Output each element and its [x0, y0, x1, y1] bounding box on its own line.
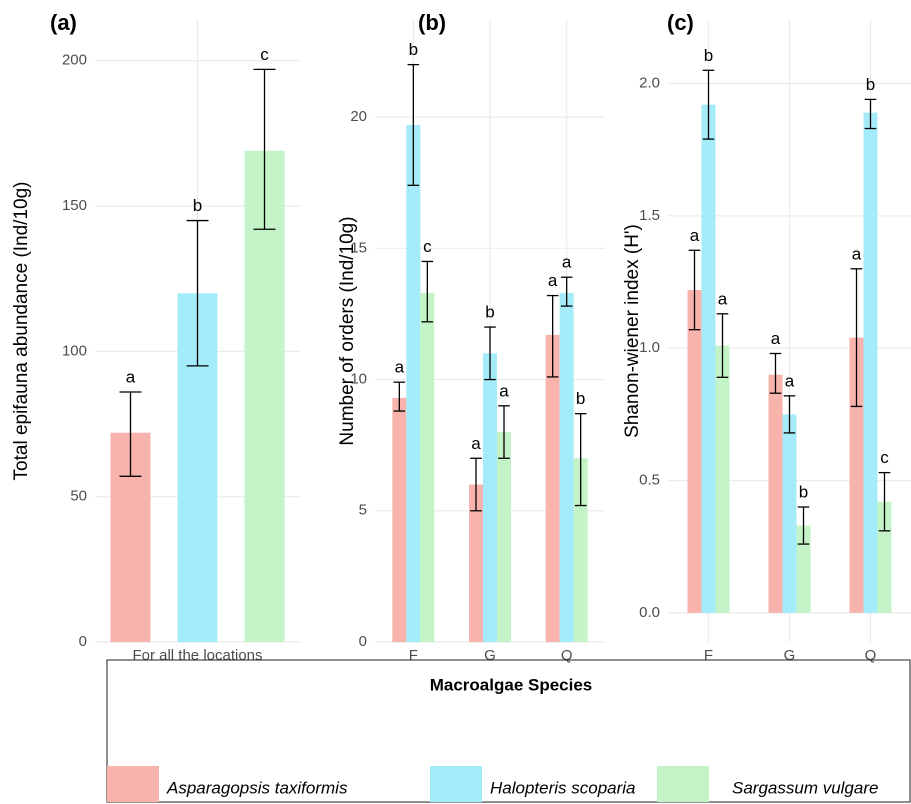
y-tick-label: 150 — [62, 197, 87, 214]
bar — [546, 335, 560, 642]
y-tick-label: 200 — [62, 52, 87, 69]
y-axis-title: Number of orders (Ind/10g) — [337, 216, 358, 445]
x-tick-label: For all the locations — [132, 647, 262, 664]
significance-letter: a — [852, 244, 862, 263]
significance-letter: b — [704, 46, 713, 65]
bar — [688, 290, 702, 613]
bar — [560, 293, 574, 642]
y-tick-label: 20 — [350, 108, 367, 125]
y-tick-label: 5 — [359, 502, 367, 519]
bar — [864, 113, 878, 613]
bar — [483, 353, 497, 642]
x-tick-label: Q — [865, 647, 877, 664]
significance-letter: a — [785, 371, 795, 390]
significance-letter: b — [485, 303, 494, 322]
panel-tag: (b) — [418, 10, 446, 35]
significance-letter: a — [690, 226, 700, 245]
x-tick-label: G — [484, 647, 496, 664]
y-tick-label: 0 — [79, 633, 87, 650]
bar — [497, 432, 511, 642]
significance-letter: c — [260, 45, 269, 64]
legend-swatch — [430, 766, 482, 802]
bar — [420, 293, 434, 642]
panel-tag: (a) — [50, 10, 77, 35]
significance-letter: a — [471, 434, 481, 453]
legend-title: Macroalgae Species — [430, 675, 593, 694]
bar — [716, 346, 730, 613]
significance-letter: a — [562, 253, 572, 272]
significance-letter: a — [395, 358, 405, 377]
significance-letter: a — [718, 289, 728, 308]
significance-letter: a — [771, 329, 781, 348]
significance-letter: a — [548, 271, 558, 290]
x-tick-label: Q — [561, 647, 573, 664]
page: {"chart_data": [ {"type": "bar", "tag": … — [0, 0, 911, 804]
legend-label: Asparagopsis taxiformis — [166, 778, 348, 797]
significance-letter: b — [576, 389, 585, 408]
y-tick-label: 2.0 — [639, 74, 660, 91]
y-axis-title: Shanon-wiener index (H') — [622, 224, 643, 438]
bar — [392, 398, 406, 642]
chart: 050100150200For all the locationsabc(a)T… — [0, 0, 911, 804]
x-tick-label: F — [704, 647, 713, 664]
significance-letter: c — [423, 237, 432, 256]
y-tick-label: 50 — [70, 488, 87, 505]
bar — [406, 125, 420, 642]
significance-letter: b — [193, 196, 202, 215]
significance-letter: a — [126, 368, 136, 387]
bar — [769, 375, 783, 613]
y-tick-label: 0.0 — [639, 604, 660, 621]
significance-letter: b — [799, 482, 808, 501]
legend-swatch — [657, 766, 709, 802]
legend-label: Sargassum vulgare — [732, 778, 878, 797]
y-tick-label: 1.5 — [639, 207, 660, 224]
significance-letter: c — [880, 448, 889, 467]
y-tick-label: 100 — [62, 342, 87, 359]
bar — [783, 414, 797, 613]
legend-label: Halopteris scoparia — [490, 778, 636, 797]
x-tick-label: F — [409, 647, 418, 664]
y-tick-label: 0 — [359, 633, 367, 650]
bar — [702, 105, 716, 613]
significance-letter: b — [409, 40, 418, 59]
x-tick-label: G — [784, 647, 796, 664]
significance-letter: a — [499, 381, 509, 400]
y-tick-label: 0.5 — [639, 472, 660, 489]
y-axis-title: Total epifauna abundance (Ind/10g) — [11, 182, 32, 481]
legend-swatch — [107, 766, 159, 802]
significance-letter: b — [866, 75, 875, 94]
panel-tag: (c) — [667, 10, 694, 35]
